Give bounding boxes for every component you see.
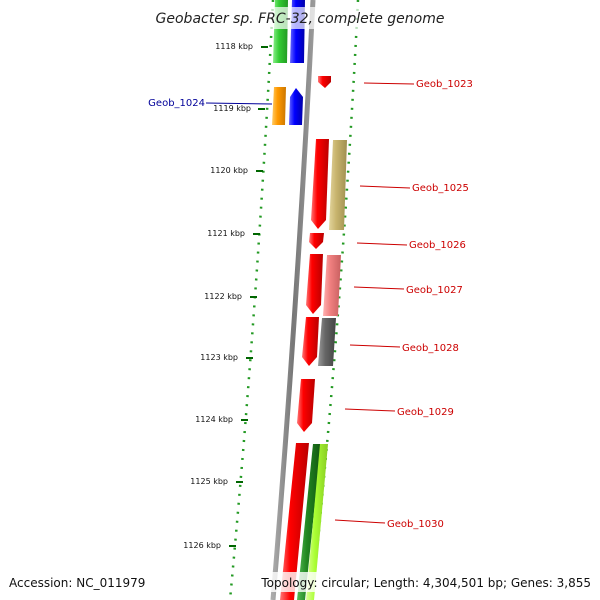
leader-line-geob-1025 <box>359 185 411 189</box>
gene-arrow-geob-1024[interactable] <box>289 88 303 125</box>
leader-line-geob-1030 <box>334 519 386 524</box>
gene-label-geob-1027[interactable]: Geob_1027 <box>406 285 463 296</box>
gene-arrow-geob-1025[interactable] <box>311 139 329 229</box>
leader-line-geob-1028 <box>349 344 401 348</box>
gene-feature-lime[interactable] <box>306 444 328 600</box>
gene-label-geob-1030[interactable]: Geob_1030 <box>387 519 444 530</box>
gene-arrow-geob-1028[interactable] <box>302 317 319 366</box>
gene-label-geob-1023[interactable]: Geob_1023 <box>416 79 473 90</box>
gene-label-geob-1026[interactable]: Geob_1026 <box>409 240 466 251</box>
accession-text: Accession: NC_011979 <box>9 576 145 590</box>
title-backdrop <box>158 7 442 29</box>
leader-line-geob-1029 <box>344 408 396 412</box>
leader-line-geob-1023 <box>363 82 415 85</box>
gene-feature-orange[interactable] <box>272 87 286 125</box>
tick-label: 1122 kbp <box>204 292 242 301</box>
tick-labels: 1118 kbp 1119 kbp 1120 kbp 1121 kbp 1122… <box>183 42 253 550</box>
tick-label: 1119 kbp <box>213 104 251 113</box>
footer-backdrop <box>258 572 594 592</box>
gene-feature-salmon[interactable] <box>323 255 341 316</box>
genome-backbone <box>270 0 316 600</box>
leader-line-geob-1026 <box>356 242 408 246</box>
genome-stats-text: Topology: circular; Length: 4,304,501 bp… <box>260 576 591 590</box>
tick-marks <box>229 46 268 547</box>
gene-arrow-geob-1023[interactable] <box>318 76 331 88</box>
gene-feature-gray[interactable] <box>318 318 336 366</box>
tick-label: 1126 kbp <box>183 541 221 550</box>
map-title: Geobacter sp. FRC-32, complete genome <box>156 11 445 27</box>
leader-lines <box>205 82 415 524</box>
gene-arrow-geob-1027[interactable] <box>306 254 323 314</box>
gene-feature-dark-green[interactable] <box>297 444 321 600</box>
gene-label-geob-1029[interactable]: Geob_1029 <box>397 407 454 418</box>
gene-label-geob-1024[interactable]: Geob_1024 <box>148 98 205 109</box>
tick-label: 1124 kbp <box>195 415 233 424</box>
tick-label: 1120 kbp <box>210 166 248 175</box>
gene-arrow-geob-1026[interactable] <box>309 233 324 249</box>
tick-label: 1123 kbp <box>200 353 238 362</box>
gene-label-geob-1028[interactable]: Geob_1028 <box>402 343 459 354</box>
tick-label: 1125 kbp <box>190 477 228 486</box>
gene-arrow-geob-1030[interactable] <box>280 443 309 600</box>
leader-line-geob-1027 <box>353 286 405 290</box>
gene-labels: Geob_1023 Geob_1024 Geob_1025 Geob_1026 … <box>148 79 473 530</box>
leader-line-geob-1024 <box>205 102 273 105</box>
gene-arrow-geob-1029[interactable] <box>297 379 315 432</box>
gene-feature-tan[interactable] <box>329 140 347 230</box>
gene-label-geob-1025[interactable]: Geob_1025 <box>412 183 469 194</box>
tick-label: 1121 kbp <box>207 229 245 238</box>
tick-label: 1118 kbp <box>215 42 253 51</box>
